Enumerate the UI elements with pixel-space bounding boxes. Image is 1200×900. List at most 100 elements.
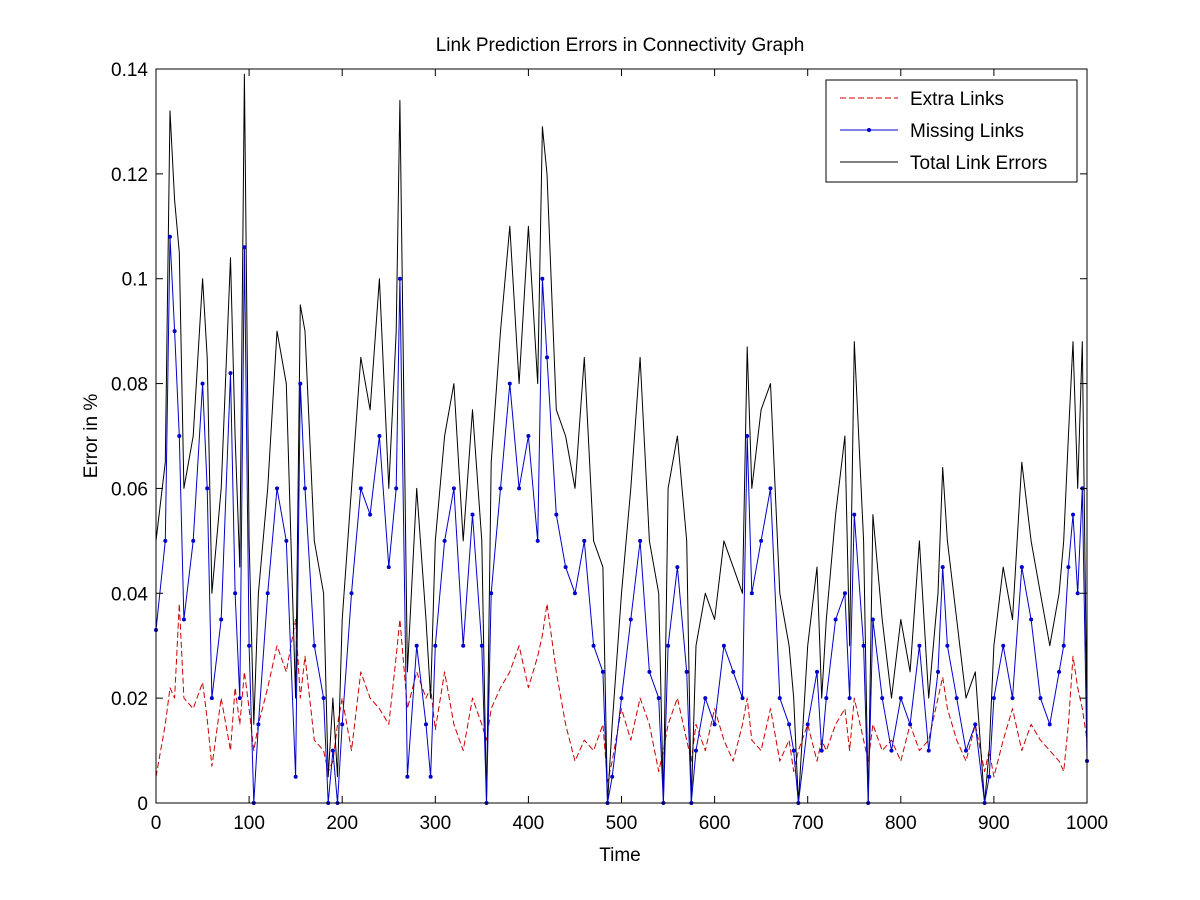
missing-links-point — [293, 774, 298, 779]
missing-links-point — [219, 617, 224, 622]
missing-links-point — [675, 565, 680, 570]
missing-links-point — [498, 486, 503, 491]
missing-links-point — [405, 774, 410, 779]
legend: Extra Links Missing Links Total Link Error… — [825, 79, 1078, 183]
missing-links-point — [489, 591, 494, 596]
missing-links-point — [386, 565, 391, 570]
missing-links-point — [740, 696, 745, 701]
legend-label-extra-links: Extra Links — [910, 89, 1004, 110]
missing-links-point — [1075, 591, 1080, 596]
missing-links-point — [397, 276, 402, 281]
missing-links-point — [340, 722, 345, 727]
missing-links-point — [847, 696, 852, 701]
missing-links-point — [791, 748, 796, 753]
missing-links-point — [181, 617, 186, 622]
y-tick-label: 0.12 — [111, 165, 148, 186]
missing-links-point — [302, 486, 307, 491]
missing-links-point — [745, 434, 750, 438]
missing-links-point — [861, 643, 866, 648]
missing-links-point — [242, 245, 247, 250]
y-tick-label: 0.04 — [111, 584, 148, 605]
missing-links-point — [358, 486, 363, 491]
missing-links-point — [693, 748, 698, 753]
missing-links-point — [265, 591, 270, 596]
missing-links-point — [540, 276, 545, 281]
missing-links-point — [768, 486, 773, 491]
missing-links-point — [777, 696, 782, 701]
missing-links-point — [600, 669, 605, 674]
missing-links-point — [507, 381, 512, 386]
missing-links-point — [1029, 617, 1034, 622]
missing-links-point — [870, 617, 875, 622]
series-layer — [154, 73, 1089, 805]
missing-links-point — [1019, 565, 1024, 570]
missing-links-point — [805, 722, 810, 727]
missing-links-point — [167, 234, 172, 239]
y-tick-label: 0.14 — [111, 60, 148, 81]
missing-links-point — [852, 512, 857, 517]
missing-links-point — [298, 381, 303, 386]
missing-links-point — [898, 696, 903, 701]
missing-links-point — [787, 722, 792, 727]
missing-links-point — [656, 696, 661, 701]
missing-links-point — [889, 748, 894, 753]
missing-links-point — [209, 696, 214, 701]
missing-links-point — [908, 722, 913, 727]
missing-links-point — [749, 591, 754, 596]
legend-label-missing-links: Missing Links — [910, 121, 1024, 142]
missing-links-point — [880, 696, 885, 701]
y-tick-label: 0 — [137, 794, 148, 815]
plot-area — [156, 69, 1087, 803]
missing-links-point — [638, 538, 643, 543]
missing-links-point — [1001, 643, 1006, 648]
chart-title: Link Prediction Errors in Connectivity G… — [436, 35, 805, 56]
missing-links-point — [247, 643, 252, 648]
missing-links-point — [703, 696, 708, 701]
missing-links-point — [1038, 696, 1043, 701]
missing-links-point — [205, 486, 210, 491]
missing-links-point — [1066, 565, 1071, 570]
missing-links-point — [963, 748, 968, 753]
missing-links-point — [423, 722, 428, 727]
missing-links-point — [712, 722, 717, 727]
legend-marker — [867, 128, 871, 132]
missing-links-point — [1010, 696, 1015, 701]
missing-links-point — [619, 696, 624, 701]
missing-links-point — [936, 669, 941, 674]
x-tick-label: 600 — [699, 813, 731, 834]
missing-links-point — [517, 486, 522, 491]
missing-links-point — [312, 643, 317, 648]
missing-links-point — [461, 643, 466, 648]
missing-links-point — [647, 669, 652, 674]
missing-links-point — [628, 617, 633, 622]
missing-links-point — [563, 565, 568, 570]
missing-links-point — [526, 434, 531, 438]
missing-links-point — [721, 643, 726, 648]
missing-links-point — [237, 696, 242, 701]
missing-links-point — [572, 591, 577, 596]
missing-links-point — [394, 486, 399, 491]
missing-links-point — [1061, 643, 1066, 648]
missing-links-point — [442, 538, 447, 543]
missing-links-point — [759, 538, 764, 543]
x-tick-label: 500 — [606, 813, 638, 834]
missing-links-point — [349, 591, 354, 596]
missing-links-point — [819, 748, 824, 753]
x-tick-label: 700 — [792, 813, 824, 834]
y-tick-label: 0.02 — [111, 689, 148, 710]
missing-links-point — [535, 538, 540, 543]
missing-links-point — [1071, 512, 1076, 517]
missing-links-point — [926, 748, 931, 753]
missing-links-point — [228, 371, 233, 376]
missing-links-point — [815, 669, 820, 674]
x-tick-label: 800 — [885, 813, 917, 834]
missing-links-point — [666, 643, 671, 648]
missing-links-point — [731, 669, 736, 674]
missing-links-point — [940, 565, 945, 570]
x-tick-label: 900 — [978, 813, 1010, 834]
missing-links-point — [684, 669, 689, 674]
x-tick-label: 0 — [151, 813, 162, 834]
x-axis-label: Time — [599, 845, 641, 866]
x-tick-label: 1000 — [1066, 813, 1108, 834]
